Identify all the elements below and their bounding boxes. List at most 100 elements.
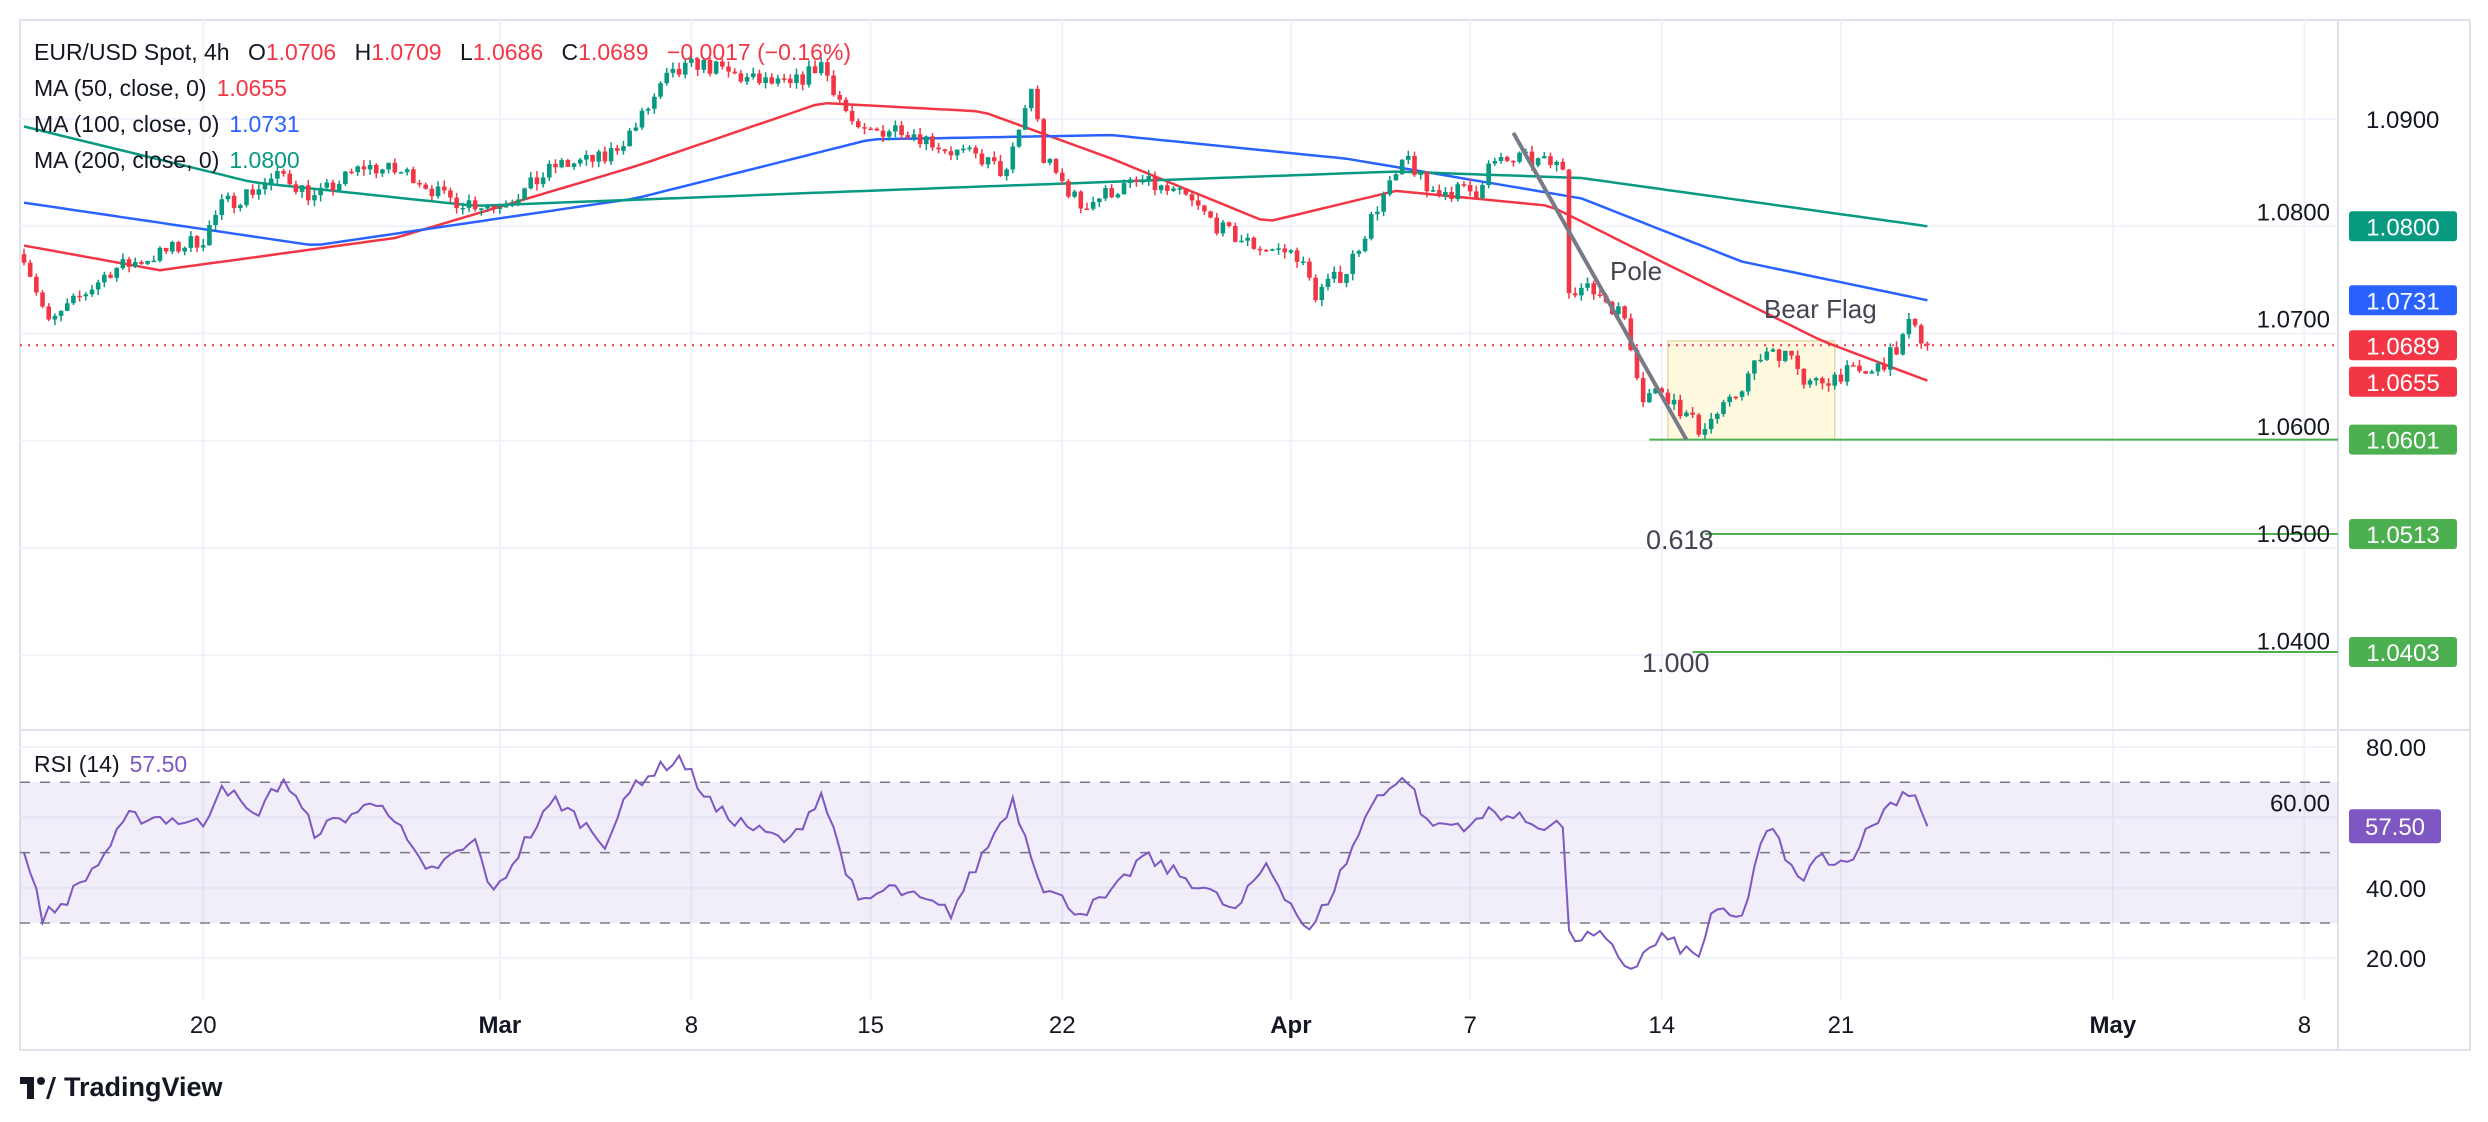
candle-body [559,160,564,168]
candle-body [1634,350,1640,379]
candle-body [108,274,113,278]
high-value: 1.0709 [371,39,442,65]
candle-body [1659,388,1664,393]
candle-body [386,162,391,170]
candle-body [1869,371,1875,374]
candle-body [1214,217,1220,234]
candle-body [1430,190,1436,192]
ma200-legend[interactable]: MA (200, close, 0) 1.0800 [34,142,851,178]
candle-body [145,261,150,264]
ma100-legend[interactable]: MA (100, close, 0) 1.0731 [34,106,851,142]
candle-body [299,185,305,192]
candle-body [1202,205,1207,212]
candle-body [182,247,187,252]
candle-body [1715,413,1720,419]
price-axis[interactable]: 1.0900 1.0800 1.0700 1.0600 1.0500 1.0400 80.0… [2257,107,2457,973]
candle-body [34,276,39,293]
candle-body [1684,412,1689,417]
candle-body [1165,185,1170,191]
candle-body [1548,156,1553,166]
open-value: 1.0706 [265,39,337,65]
candle-body [466,200,472,208]
candle-body [1239,240,1244,243]
close-value: 1.0689 [578,39,649,65]
candle-body [1362,238,1368,252]
ma100-line [23,133,1928,302]
candle-body [1745,373,1751,392]
candle-body [404,169,410,173]
candle-body [689,58,694,63]
rsi-label: RSI (14) [34,751,120,777]
candle-body [485,206,490,209]
candle-body [448,190,453,198]
candle-body [1925,343,1930,346]
candle-body [825,62,830,76]
candle-body [293,184,299,192]
candle-body [1455,184,1461,200]
candle-body [1121,183,1127,195]
candle-body [565,160,571,167]
candle-body [268,178,274,185]
candle-body [577,159,583,164]
candle-body [1245,237,1250,241]
candle-body [1467,185,1473,192]
candle-body [998,161,1003,176]
symbol-legend[interactable]: EUR/USD Spot, 4h O1.0706 H1.0709 L1.0686… [34,34,851,70]
candle-body [361,166,367,170]
candle-body [806,66,812,85]
candle-body [1541,156,1547,159]
time-axis[interactable]: 20 Mar 8 15 22 Apr 7 14 21 May 8 [20,1012,2470,1051]
candle-body [1053,159,1059,173]
candle-body [1677,399,1683,417]
price-axis-badge-text: 1.0513 [2366,522,2439,549]
candle-body [250,189,255,195]
candle-body [1282,248,1288,253]
candle-body [633,127,639,131]
ma200-value: 1.0800 [229,147,300,173]
candle-body [188,236,194,248]
candle-body [979,153,985,165]
low-value: 1.0686 [472,39,544,65]
tradingview-logo[interactable]: TradingView [20,1072,223,1103]
candle-body [614,148,620,151]
rsi-legend[interactable]: RSI (14) 57.50 [34,746,187,782]
candle-body [991,157,997,162]
candle-body [1492,160,1498,164]
candle-body [77,295,82,298]
candle-body [472,200,478,210]
candle-body [1344,274,1349,283]
candle-body [1041,119,1046,163]
candle-body [849,110,855,122]
price-tick-label: 1.0400 [2257,628,2330,655]
candle-body [1066,181,1071,197]
candle-body [1739,391,1745,397]
candle-body [812,66,818,74]
candle-body [417,182,422,185]
candle-body [1134,179,1139,182]
candle-body [1900,334,1906,355]
bear-flag-box [1667,340,1836,441]
candle-body [1863,371,1868,374]
candle-body [1789,350,1794,356]
time-tick-label: 15 [857,1012,884,1039]
candle-body [262,184,268,190]
candle-body [163,247,169,252]
candle-body [1418,171,1423,175]
candle-body [1820,378,1825,384]
candle-body [1498,156,1504,161]
candle-body [917,134,923,145]
candle-body [330,182,336,191]
candle-body [244,189,249,206]
ma200-label: MA (200, close, 0) [34,147,220,173]
candle-body [1059,172,1065,182]
candle-body [1140,180,1145,183]
candle-body [1832,374,1838,386]
candle-body [985,157,991,165]
candle-body [1702,429,1708,435]
ma50-legend[interactable]: MA (50, close, 0) 1.0655 [34,70,851,106]
ma100-value: 1.0731 [229,111,300,137]
candle-body [1029,88,1034,109]
candle-body [367,164,373,170]
price-axis-badge-text: 1.0800 [2366,214,2439,241]
